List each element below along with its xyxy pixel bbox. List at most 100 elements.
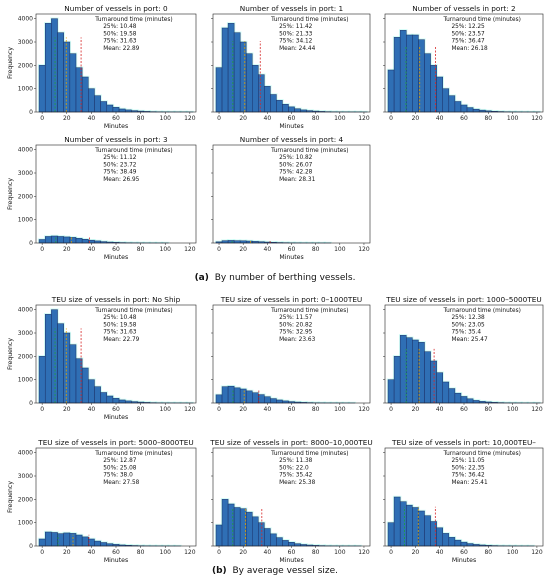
annotation-stat: Mean: 22.89 bbox=[103, 46, 139, 52]
histogram-bar bbox=[424, 351, 431, 404]
bar-glow bbox=[311, 401, 320, 403]
bar-glow bbox=[142, 544, 152, 546]
histogram-bar bbox=[264, 528, 271, 547]
bar-glow bbox=[160, 544, 170, 546]
annotation-stat: 50%: 26.07 bbox=[279, 162, 313, 168]
x-tick-label: 20 bbox=[239, 406, 247, 413]
bar-glow bbox=[173, 544, 182, 546]
bar-glow bbox=[185, 401, 195, 403]
y-tick-label: 0 bbox=[29, 400, 33, 407]
annotation-stat: 25%: 12.25 bbox=[451, 24, 485, 30]
annotation-stat: 75%: 36.47 bbox=[451, 39, 485, 45]
annotation-stat: 50%: 19.58 bbox=[103, 31, 137, 37]
annotation-stat: 25%: 11.57 bbox=[279, 315, 313, 321]
bar-glow bbox=[269, 241, 278, 243]
x-tick-label: 20 bbox=[412, 549, 420, 556]
bar-glow bbox=[502, 544, 511, 546]
annotation-stat: 50%: 25.08 bbox=[103, 465, 137, 471]
histogram-bar bbox=[387, 522, 395, 547]
bar-glow bbox=[335, 401, 345, 403]
x-tick-label: 0 bbox=[40, 115, 44, 122]
bar-glow bbox=[532, 401, 542, 403]
x-tick-label: 40 bbox=[436, 406, 444, 413]
annotation-stat: Mean: 28.31 bbox=[279, 177, 315, 183]
bar-glow bbox=[520, 110, 530, 112]
bar-glow bbox=[173, 110, 182, 112]
annotation-stat: 75%: 31.63 bbox=[103, 39, 137, 45]
annotation-stat: 75%: 42.28 bbox=[279, 170, 313, 176]
histogram-bar bbox=[94, 95, 101, 113]
x-tick-label: 40 bbox=[264, 406, 272, 413]
bar-glow bbox=[335, 544, 345, 546]
y-tick-label: 2000 bbox=[18, 496, 33, 503]
x-tick-label: 40 bbox=[88, 549, 96, 556]
histogram-bar bbox=[442, 533, 450, 547]
annotation-stat: 25%: 10.48 bbox=[103, 315, 137, 321]
x-tick-label: 60 bbox=[112, 406, 120, 413]
histogram-bar bbox=[454, 101, 462, 113]
x-tick-label: 80 bbox=[137, 115, 145, 122]
x-axis-label: Minutes bbox=[104, 557, 128, 564]
x-axis-label: Minutes bbox=[104, 123, 128, 130]
histogram-bar bbox=[124, 109, 132, 113]
chart-title: Number of vessels in port: 2 bbox=[412, 4, 515, 13]
y-tick-label: 3000 bbox=[18, 170, 33, 177]
annotation-stat: 75%: 38.49 bbox=[103, 170, 137, 176]
histogram-bar bbox=[81, 239, 89, 244]
x-axis-label: Minutes bbox=[104, 254, 128, 261]
x-tick-label: 80 bbox=[137, 246, 145, 253]
histogram-bar bbox=[94, 386, 101, 404]
bar-glow bbox=[167, 401, 176, 403]
histogram-bar bbox=[264, 86, 271, 113]
annotation-stat: 25%: 10.48 bbox=[103, 24, 137, 30]
histogram-bar bbox=[294, 108, 301, 113]
x-tick-label: 120 bbox=[184, 115, 196, 122]
histogram-bar bbox=[94, 540, 101, 547]
x-tick-label: 60 bbox=[460, 115, 468, 122]
chart-title: TEU size of vessels in port: 10,000TEU– bbox=[391, 438, 536, 447]
histogram-bar bbox=[393, 496, 401, 547]
x-tick-label: 0 bbox=[389, 549, 393, 556]
y-tick-label: 0 bbox=[29, 543, 33, 550]
annotation-heading: Turnaround time (minutes) bbox=[94, 451, 172, 457]
bar-glow bbox=[335, 110, 345, 112]
x-tick-label: 20 bbox=[63, 549, 71, 556]
annotation-stat: 75%: 32.95 bbox=[279, 330, 313, 336]
bar-glow bbox=[173, 401, 182, 403]
bar-glow bbox=[160, 401, 170, 403]
x-tick-label: 100 bbox=[334, 115, 346, 122]
bar-glow bbox=[305, 401, 314, 403]
x-tick-label: 80 bbox=[137, 549, 145, 556]
caption-b-label: (b) bbox=[212, 566, 227, 576]
histogram-bar bbox=[221, 386, 229, 404]
y-tick-label: 3000 bbox=[18, 330, 33, 337]
x-tick-label: 0 bbox=[217, 549, 221, 556]
x-tick-label: 80 bbox=[137, 406, 145, 413]
histogram-bar bbox=[252, 392, 259, 404]
bar-glow bbox=[179, 110, 188, 112]
bar-glow bbox=[496, 544, 505, 546]
bar-glow bbox=[117, 241, 127, 243]
x-tick-label: 120 bbox=[184, 406, 196, 413]
bar-glow bbox=[329, 544, 338, 546]
x-tick-label: 40 bbox=[436, 115, 444, 122]
annotation-heading: Turnaround time (minutes) bbox=[442, 17, 520, 23]
x-tick-label: 120 bbox=[531, 406, 543, 413]
caption-b-text: By average vessel size. bbox=[233, 566, 339, 576]
x-tick-label: 100 bbox=[334, 549, 346, 556]
bar-glow bbox=[341, 110, 351, 112]
bar-glow bbox=[496, 110, 505, 112]
x-axis-label: Minutes bbox=[452, 557, 476, 564]
histogram-bar bbox=[245, 53, 253, 113]
annotation-stat: 75%: 31.63 bbox=[103, 330, 137, 336]
bar-glow bbox=[508, 401, 517, 403]
annotation-stat: Mean: 27.58 bbox=[103, 480, 139, 486]
bar-glow bbox=[311, 544, 320, 546]
y-tick-label: 2000 bbox=[18, 193, 33, 200]
histogram-bar bbox=[44, 531, 52, 547]
histogram-bar bbox=[38, 538, 46, 547]
histogram-bar bbox=[448, 95, 456, 113]
histogram-bar bbox=[100, 542, 108, 547]
histogram-bar bbox=[51, 532, 58, 547]
histogram-bar bbox=[424, 53, 431, 113]
